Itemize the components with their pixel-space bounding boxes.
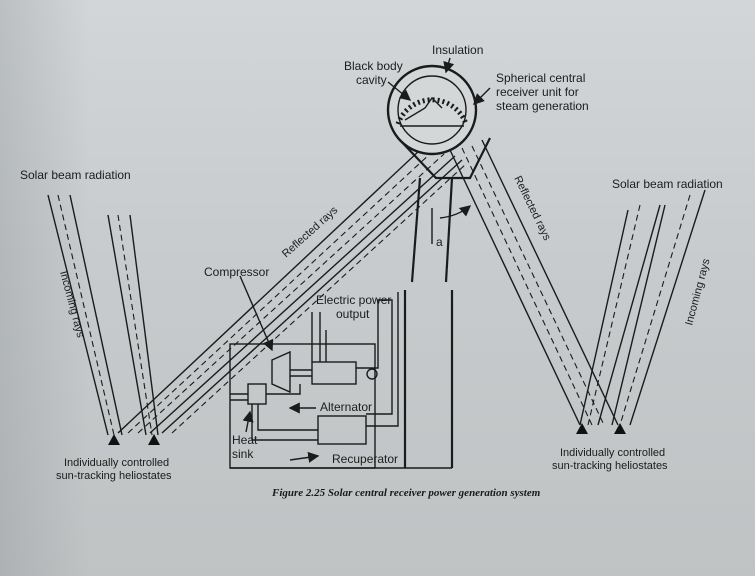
receiver-label-3: steam generation bbox=[496, 99, 589, 113]
recuperator-label: Recuperator bbox=[332, 452, 398, 466]
spherical-receiver bbox=[386, 64, 478, 156]
heliostat-right-2 bbox=[614, 423, 626, 434]
black-body-label-2: cavity bbox=[356, 73, 387, 87]
leader-arrows bbox=[239, 57, 491, 463]
receiver-label-2: receiver unit for bbox=[496, 85, 579, 99]
right-reflected-beams bbox=[449, 139, 619, 426]
heliostat-left-label-2: sun-tracking heliostates bbox=[56, 470, 172, 482]
compressor-unit bbox=[271, 350, 291, 394]
electric-power-label-1: Electric power bbox=[316, 293, 391, 307]
heliostat-right-1 bbox=[576, 423, 588, 434]
power-block bbox=[229, 292, 399, 469]
alternator-unit bbox=[311, 361, 357, 385]
heliostat-right-label-2: sun-tracking heliostates bbox=[552, 460, 668, 472]
left-incoming-rays bbox=[47, 194, 159, 436]
heliostat-right-label-1: Individually controlled bbox=[560, 447, 665, 459]
left-reflected-beams bbox=[117, 149, 467, 434]
heat-sink-label-2: sink bbox=[232, 447, 254, 461]
figure-caption: Figure 2.25 Solar central receiver power… bbox=[271, 487, 541, 499]
incoming-rays-right-label: Incoming rays bbox=[683, 257, 712, 327]
angle-indicator: a bbox=[431, 205, 472, 249]
heliostat-left-1 bbox=[108, 434, 120, 445]
heliostats bbox=[108, 423, 626, 445]
right-incoming-rays bbox=[579, 189, 706, 426]
solar-beam-left-label: Solar beam radiation bbox=[20, 168, 131, 182]
angle-label: a bbox=[436, 235, 443, 249]
heliostat-left-2 bbox=[148, 434, 160, 445]
heat-sink-unit bbox=[247, 383, 267, 405]
compressor-label: Compressor bbox=[204, 265, 269, 279]
reflected-rays-right-label: Reflected rays bbox=[511, 174, 553, 243]
recuperator-unit bbox=[317, 415, 367, 445]
incoming-rays-left-label: Incoming rays bbox=[57, 270, 86, 340]
solar-beam-right-label: Solar beam radiation bbox=[612, 177, 723, 191]
alternator-label: Alternator bbox=[320, 400, 372, 414]
heat-sink-label-1: Heat bbox=[232, 433, 258, 447]
insulation-label: Insulation bbox=[432, 43, 483, 57]
electric-power-label-2: output bbox=[336, 307, 370, 321]
heliostat-left-label-1: Individually controlled bbox=[64, 457, 169, 469]
black-body-label-1: Black body bbox=[344, 59, 403, 73]
receiver-label-1: Spherical central bbox=[496, 71, 585, 85]
